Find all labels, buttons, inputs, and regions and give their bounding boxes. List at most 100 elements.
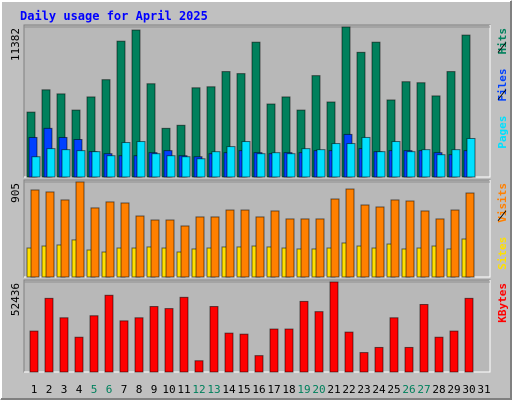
y-tick-label: 905	[9, 183, 22, 203]
bar	[270, 210, 280, 278]
bar	[75, 181, 85, 278]
bar	[390, 199, 400, 278]
bar	[224, 332, 234, 373]
bar	[421, 149, 431, 178]
legend-entry: Files	[496, 69, 509, 102]
bar	[346, 143, 356, 178]
bar	[46, 148, 56, 178]
legend-separator	[497, 210, 507, 222]
bar	[30, 189, 40, 278]
bar	[449, 330, 459, 373]
bar	[450, 209, 460, 278]
x-tick-label: 11	[177, 383, 190, 396]
x-tick-label: 20	[312, 383, 325, 396]
bar	[314, 311, 324, 373]
bar	[149, 306, 159, 373]
bar	[226, 146, 236, 178]
bar	[31, 156, 41, 178]
bar	[209, 306, 219, 373]
x-tick-label: 13	[207, 383, 220, 396]
x-tick-label: 25	[387, 383, 400, 396]
x-tick-label: 29	[447, 383, 460, 396]
bar	[329, 281, 339, 373]
bar	[60, 199, 70, 278]
x-tick-label: 10	[162, 383, 175, 396]
bar	[284, 328, 294, 373]
x-tick-label: 9	[151, 383, 158, 396]
bar	[464, 297, 474, 373]
bar	[90, 207, 100, 278]
bar	[361, 136, 371, 178]
bar	[195, 216, 205, 278]
bar	[375, 206, 385, 278]
bar	[61, 149, 71, 178]
x-tick-label: 17	[267, 383, 280, 396]
x-tick-label: 22	[342, 383, 355, 396]
x-tick-label: 8	[136, 383, 143, 396]
bar	[405, 200, 415, 278]
bar	[254, 355, 264, 373]
bar	[435, 218, 445, 278]
x-tick-label: 1	[31, 383, 38, 396]
legend-entry: KBytes	[496, 283, 509, 323]
bar	[360, 204, 370, 278]
bar	[300, 218, 310, 278]
bar	[344, 331, 354, 373]
bar	[151, 153, 161, 178]
bar	[420, 210, 430, 278]
bar	[74, 336, 84, 373]
bar	[345, 188, 355, 278]
bar	[239, 333, 249, 373]
legend-entry: Hits	[496, 28, 509, 55]
bar	[166, 155, 176, 178]
bar	[44, 297, 54, 373]
bar	[315, 218, 325, 278]
x-tick-label: 24	[372, 383, 386, 396]
bar	[359, 352, 369, 373]
bar	[45, 191, 55, 278]
bar	[120, 202, 130, 278]
bar	[135, 215, 145, 278]
x-tick-label: 28	[432, 383, 445, 396]
legend-entry: Pages	[496, 116, 509, 149]
x-tick-label: 15	[237, 383, 250, 396]
bar	[256, 153, 266, 178]
x-tick-label: 6	[106, 383, 113, 396]
bar	[301, 148, 311, 178]
bar	[134, 317, 144, 373]
bar	[196, 158, 206, 178]
x-tick-label: 26	[402, 383, 415, 396]
bar	[391, 141, 401, 178]
bar	[240, 209, 250, 278]
bar	[106, 155, 116, 178]
bar	[465, 192, 475, 278]
bar	[316, 149, 326, 178]
bar	[404, 346, 414, 373]
x-tick-label: 4	[76, 383, 83, 396]
bar	[29, 330, 39, 373]
bar	[241, 141, 251, 178]
x-tick-label: 19	[297, 383, 310, 396]
bar	[179, 296, 189, 373]
y-tick-label: 52436	[9, 283, 22, 316]
bar	[136, 141, 146, 178]
x-tick-label: 3	[61, 383, 68, 396]
legend-separator	[497, 89, 507, 100]
bar	[285, 218, 295, 278]
bar	[376, 151, 386, 178]
bar	[181, 156, 191, 178]
bar	[451, 149, 461, 178]
legend-separator	[497, 42, 507, 53]
bar	[331, 143, 341, 178]
y-tick-label: 11382	[9, 28, 22, 61]
legend-entry: Sites	[496, 237, 509, 270]
chart-title: Daily usage for April 2025	[20, 9, 208, 23]
x-tick-label: 7	[121, 383, 128, 396]
bar	[406, 151, 416, 178]
bar	[121, 142, 131, 178]
x-tick-label: 16	[252, 383, 265, 396]
bar	[419, 303, 429, 373]
bar	[211, 151, 221, 178]
bar	[269, 328, 279, 373]
bar	[330, 198, 340, 278]
